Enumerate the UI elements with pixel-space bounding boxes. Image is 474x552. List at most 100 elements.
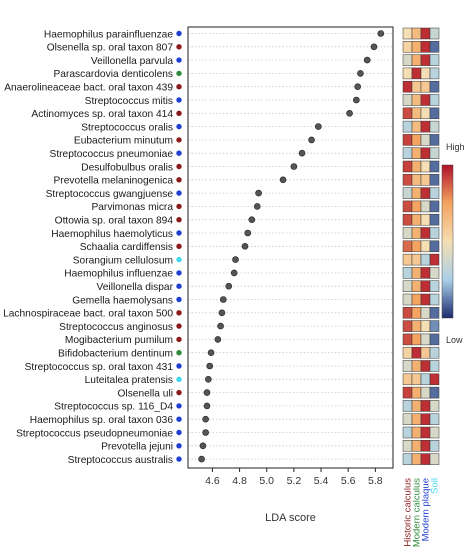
- heatmap-cell: [429, 240, 440, 253]
- heatmap-cell: [429, 174, 440, 186]
- lda-point: [219, 296, 227, 303]
- heatmap-cell: [429, 386, 440, 399]
- group-dot: [176, 323, 182, 329]
- x-axis-label: LDA score: [265, 512, 316, 524]
- lda-point: [207, 349, 215, 357]
- group-dot: [176, 190, 182, 196]
- heatmap-cell: [429, 187, 440, 199]
- heatmap-cell: [402, 147, 413, 159]
- heatmap-cell: [420, 413, 431, 425]
- heatmap: [402, 27, 440, 465]
- heatmap-cell: [402, 240, 413, 253]
- group-dot: [176, 243, 182, 249]
- group-dot: [176, 416, 182, 422]
- heatmap-cell: [402, 160, 413, 173]
- heatmap-cell: [402, 67, 413, 80]
- heatmap-cell: [411, 360, 422, 372]
- taxon-label: Haemophilus parainfluenzae: [44, 29, 173, 40]
- heatmap-cell: [429, 453, 440, 465]
- heatmap-cell: [420, 200, 431, 213]
- lda-point: [255, 189, 262, 197]
- gridlines: [188, 33, 393, 460]
- heatmap-cell: [429, 320, 440, 332]
- heatmap-cell: [402, 320, 413, 332]
- group-dot: [176, 350, 182, 356]
- lda-point: [244, 229, 252, 237]
- heatmap-cell: [411, 160, 422, 173]
- group-dot: [176, 44, 182, 50]
- group-dot: [176, 84, 182, 90]
- heatmap-cell: [420, 54, 431, 66]
- heatmap-cell: [411, 213, 422, 226]
- group-dot: [176, 283, 182, 289]
- heatmap-cell: [402, 174, 413, 186]
- heatmap-cell: [402, 134, 413, 146]
- heatmap-cell: [402, 54, 413, 66]
- lda-point: [218, 309, 226, 317]
- lda-point: [217, 322, 224, 330]
- taxon-label: Olsenella sp. oral taxon 807: [47, 43, 174, 54]
- lda-point: [298, 149, 306, 157]
- lda-point: [232, 256, 239, 263]
- taxon-label: Streptococcus gwangjuense: [46, 189, 174, 200]
- heatmap-cell: [411, 227, 422, 239]
- heatmap-cell: [429, 307, 440, 319]
- heatmap-cell: [429, 41, 440, 53]
- taxon-label: Streptococcus mitis: [85, 96, 173, 107]
- heatmap-cell: [411, 67, 422, 80]
- group-dot: [176, 203, 182, 210]
- heatmap-cell: [402, 27, 413, 40]
- taxon-label: Bifidobacterium dentinum: [58, 349, 173, 360]
- heatmap-cell: [402, 453, 413, 465]
- taxon-label: Haemophilus sp. oral taxon 036: [30, 415, 174, 426]
- heatmap-cell: [420, 94, 431, 106]
- lda-point: [203, 389, 211, 396]
- lda-point: [346, 110, 353, 117]
- heatmap-cell: [429, 346, 440, 359]
- group-dot: [176, 163, 182, 170]
- heatmap-cell: [429, 280, 440, 292]
- group-dot: [176, 256, 182, 263]
- taxon-label: Luteitalea pratensis: [85, 375, 173, 386]
- group-dot: [176, 376, 182, 382]
- heatmap-cell: [420, 440, 431, 452]
- heatmap-cell: [402, 333, 413, 346]
- heatmap-cell: [420, 280, 431, 292]
- lda-point: [353, 96, 360, 104]
- heatmap-cell: [429, 147, 440, 159]
- heatmap-cell: [420, 134, 431, 146]
- heatmap-cell: [402, 227, 413, 239]
- taxon-label: Prevotella jejuni: [101, 442, 173, 453]
- lda-point: [308, 136, 315, 144]
- taxon-labels: Haemophilus parainfluenzae Olsenella sp. …: [3, 29, 174, 466]
- group-dot: [176, 389, 182, 396]
- group-dot: [176, 403, 182, 409]
- heatmap-cell: [402, 107, 413, 120]
- lda-point: [199, 442, 207, 450]
- lda-point: [370, 43, 378, 51]
- heatmap-cell: [402, 267, 413, 279]
- heatmap-cell: [402, 200, 413, 213]
- heatmap-cell: [402, 426, 413, 439]
- group-dot: [176, 97, 182, 103]
- x-axis-ticks: 4.6 4.8 5.0 5.2 5.4 5.6 5.8: [205, 468, 383, 487]
- lda-point: [206, 362, 214, 370]
- heatmap-cell: [429, 54, 440, 66]
- taxon-label: Streptococcus anginosus: [59, 322, 173, 333]
- heatmap-cell: [411, 267, 422, 279]
- colorbar-low-label: Low: [446, 335, 463, 345]
- heatmap-cell: [420, 41, 431, 53]
- heatmap-cell: [429, 267, 440, 279]
- group-dot: [176, 363, 182, 369]
- taxon-label: Sorangium cellulosum: [73, 255, 173, 266]
- heatmap-cell: [420, 333, 431, 346]
- colorbar: [441, 164, 454, 319]
- group-dot: [176, 296, 182, 303]
- heatmap-cell: [411, 187, 422, 199]
- heatmap-cell: [420, 253, 431, 266]
- heatmap-cell: [429, 253, 440, 266]
- heatmap-cell: [402, 413, 413, 425]
- heatmap-cell: [411, 200, 422, 213]
- x-tick-label: 5.6: [341, 475, 356, 487]
